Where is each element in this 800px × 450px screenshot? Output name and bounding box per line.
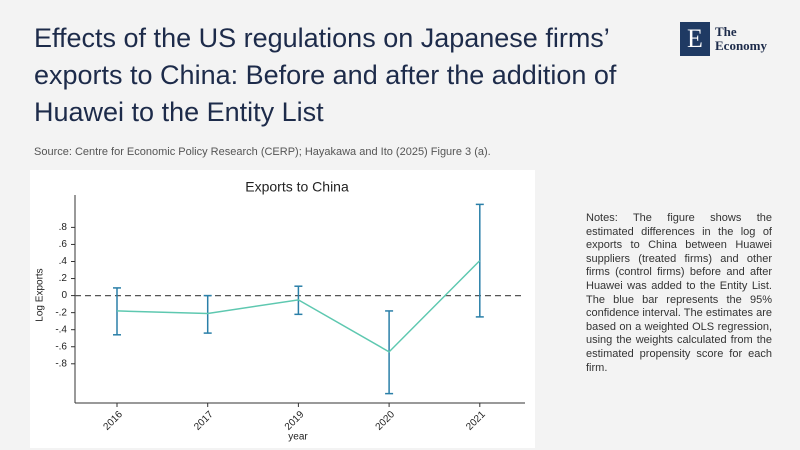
- y-tick-label: -.2: [55, 307, 67, 318]
- logo-line: The: [715, 24, 737, 39]
- y-tick-label: -.4: [55, 324, 67, 335]
- y-tick-label: .4: [59, 256, 68, 267]
- chart: Exports to China Log Exports year .8 .6 .4…: [30, 170, 535, 448]
- chart-title: Exports to China: [245, 179, 349, 195]
- source: Source: Centre for Economic Policy Resea…: [34, 146, 491, 158]
- logo-text: The Economy: [715, 25, 767, 53]
- y-tick-label: -.6: [55, 341, 67, 352]
- y-tick-label: 0: [61, 290, 67, 301]
- page-title: Effects of the US regulations on Japanes…: [34, 23, 617, 127]
- y-axis-title: Log Exports: [35, 268, 46, 321]
- chart-panel: [30, 170, 535, 448]
- y-tick-label: .2: [59, 273, 68, 284]
- line: [116, 260, 481, 353]
- logo: E The Economy: [680, 22, 767, 56]
- x-axis-title: year: [288, 432, 308, 443]
- notes: Notes: The figure shows the estimated di…: [586, 212, 772, 374]
- y-tick-label: .6: [59, 239, 68, 250]
- logo-line: Economy: [715, 38, 767, 53]
- y-tick-label: -.8: [55, 358, 67, 369]
- logo-mark: E: [680, 22, 710, 56]
- y-tick-label: .8: [59, 222, 68, 233]
